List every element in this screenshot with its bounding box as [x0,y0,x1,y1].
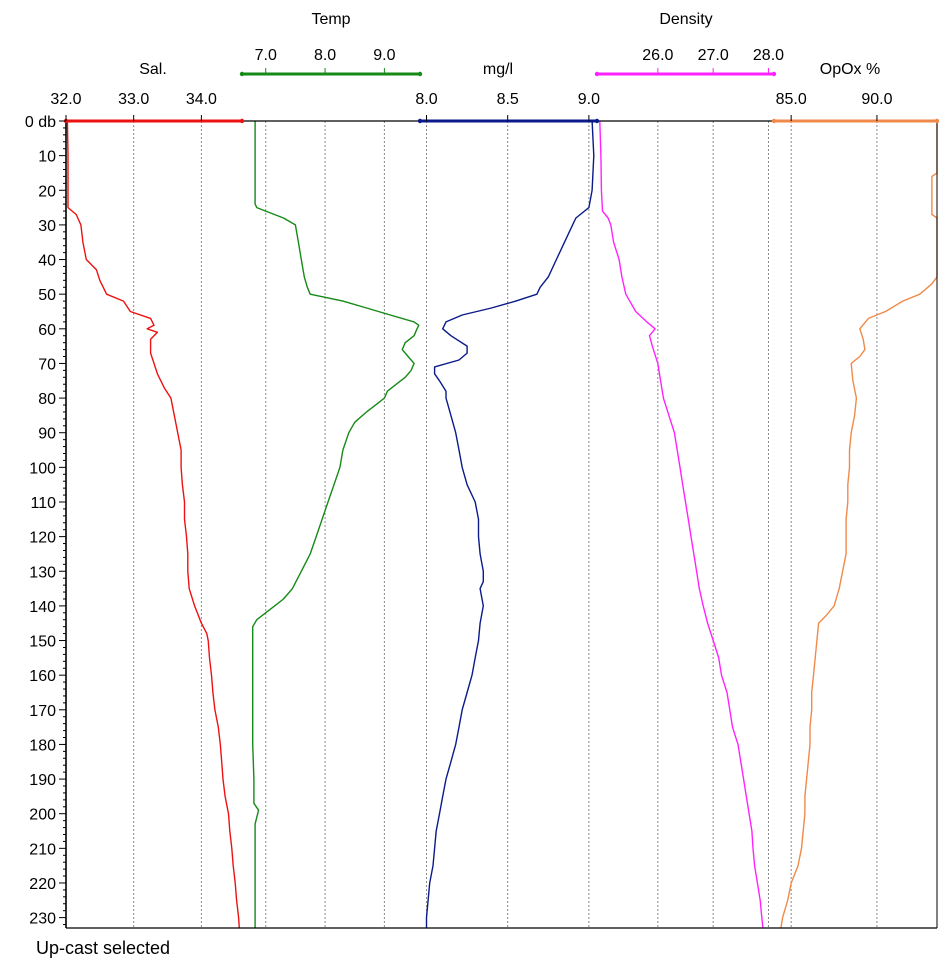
tick-label-oxygen_mgl: 8.0 [415,91,437,108]
axis-bar-end-temperature [239,71,245,77]
tick-label-salinity: 32.0 [50,91,81,108]
tick-label-density: 26.0 [642,47,673,64]
depth-tick-label: 20 [38,183,56,200]
tick-label-oxygen_mgl: 9.0 [578,91,600,108]
depth-tick-label: 30 [38,218,56,235]
tick-label-temperature: 7.0 [255,47,277,64]
depth-tick-label: 140 [29,599,56,616]
series-line-salinity [66,120,240,929]
depth-tick-label: 230 [29,911,56,928]
depth-tick-label: 150 [29,634,56,651]
depth-tick-label: 40 [38,253,56,270]
depth-tick-label: 180 [29,737,56,754]
depth-tick-label: 80 [38,391,56,408]
depth-tick-label: 100 [29,460,56,477]
axis-bar-end-density [594,71,600,77]
axis-title-salinity: Sal. [139,61,167,78]
axis-bar-end-salinity [239,118,245,124]
tick-label-density: 27.0 [698,47,729,64]
axis-bar-end-density [771,71,777,77]
axis-layer: Sal. 32.0 33.0 34.0 Temp 7.0 8.0 9.0 mg/l 8.0 8.5 9… [25,11,939,929]
series-line-oxygen_pct [780,121,938,929]
tick-label-salinity: 33.0 [118,91,149,108]
grid-layer [65,121,878,928]
depth-tick-label: 70 [38,356,56,373]
depth-tick-label: 110 [30,495,56,512]
axis-bar-end-oxygen_pct [771,118,777,124]
depth-tick-label: 50 [38,287,56,304]
axis-bar-end-oxygen_mgl [594,118,600,124]
axis-bar-end-temperature [417,71,423,77]
tick-label-oxygen_pct: 90.0 [861,91,892,108]
series-line-oxygen_mgl [425,120,595,928]
depth-tick-label: 190 [29,772,56,789]
depth-tick-label: 220 [29,876,56,893]
axis-title-temperature: Temp [311,11,350,28]
depth-tick-label: 120 [29,530,56,547]
axis-bar-end-oxygen_pct [934,118,939,124]
depth-tick-label: 60 [38,322,56,339]
depth-tick-label: 160 [29,668,56,685]
series-line-temperature [251,121,420,928]
tick-label-oxygen_mgl: 8.5 [497,91,519,108]
series-layer [66,120,938,929]
depth-tick-label: 10 [38,149,56,166]
tick-label-temperature: 8.0 [314,47,336,64]
depth-tick-label: 200 [29,807,56,824]
axis-title-density: Density [659,11,712,28]
tick-label-salinity: 34.0 [186,91,217,108]
axis-title-oxygen_pct: OpOx % [820,61,880,78]
tick-label-density: 28.0 [753,47,784,64]
depth-tick-label: 170 [29,703,56,720]
depth-tick-label: 210 [29,841,56,858]
series-line-density [599,120,764,929]
depth-tick-label: 90 [38,426,56,443]
axis-bar-end-oxygen_mgl [417,118,423,124]
tick-label-temperature: 9.0 [373,47,395,64]
status-caption: Up-cast selected [36,938,171,958]
tick-label-oxygen_pct: 85.0 [776,91,807,108]
depth-tick-label: 0 db [25,114,56,131]
axis-title-oxygen_mgl: mg/l [483,61,513,78]
depth-tick-label: 130 [29,564,56,581]
